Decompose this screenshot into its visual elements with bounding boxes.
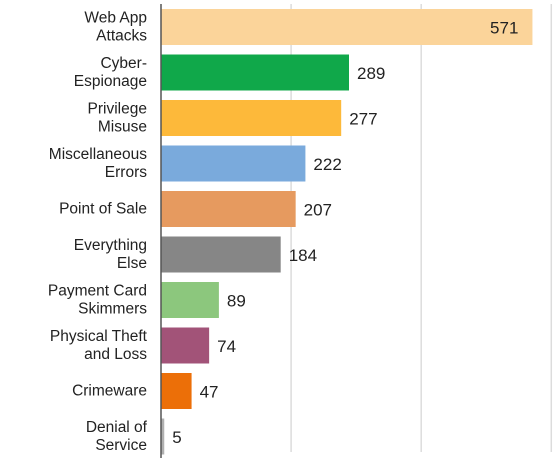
category-label-line: Misuse (98, 119, 147, 136)
value-label-8: 47 (200, 383, 219, 402)
category-label-line: Else (117, 255, 147, 272)
category-label-line: Espionage (74, 73, 147, 90)
value-label-7: 74 (217, 337, 236, 356)
value-label-6: 89 (227, 292, 246, 311)
bar-7 (161, 327, 210, 364)
bar-8 (161, 373, 192, 409)
category-label-3: Miscellaneous Errors (49, 146, 147, 181)
category-label-1: Cyber-Espionage (74, 55, 147, 90)
category-label-line: Web App (84, 10, 147, 27)
category-label-9: Denial of Service (86, 419, 148, 454)
bar-5 (161, 236, 281, 273)
category-label-line: Everything (74, 237, 147, 254)
category-label-line: Denial of (86, 419, 148, 436)
value-label-9: 5 (172, 428, 181, 447)
value-label-1: 289 (357, 64, 385, 83)
category-label-8: Crimeware (72, 383, 147, 400)
category-label-line: and Loss (84, 346, 147, 363)
category-label-line: Errors (105, 164, 147, 181)
category-label-line: Payment Card (48, 283, 147, 300)
value-label-2: 277 (349, 110, 377, 129)
value-label-5: 184 (289, 246, 317, 265)
bar-4 (161, 191, 296, 227)
category-label-line: Crimeware (72, 383, 147, 400)
category-label-5: Everything Else (74, 237, 147, 272)
bar-0 (161, 9, 533, 45)
value-label-0: 571 (490, 19, 518, 38)
category-label-line: Privilege (88, 101, 147, 118)
category-label-line: Point of Sale (59, 201, 147, 218)
bar-9 (161, 418, 165, 455)
category-label-line: Physical Theft (50, 328, 148, 345)
category-label-0: Web App Attacks (84, 10, 147, 45)
category-label-line: Service (95, 437, 147, 454)
category-label-4: Point of Sale (59, 201, 147, 218)
bar-3 (161, 145, 306, 182)
category-label-line: Skimmers (78, 301, 147, 318)
category-label-line: Miscellaneous (49, 146, 147, 163)
bar-6 (161, 282, 219, 318)
value-label-3: 222 (313, 155, 341, 174)
bar-2 (161, 100, 342, 136)
bar-1 (161, 54, 349, 91)
category-label-7: Physical Theft and Loss (50, 328, 148, 363)
value-label-4: 207 (304, 201, 332, 220)
value-labels: 571 289 277 222 207 184 89 74 47 5 (172, 19, 518, 448)
category-label-line: Attacks (96, 28, 147, 45)
category-label-line: Cyber- (100, 55, 147, 72)
bars (161, 9, 533, 455)
category-label-6: Payment Card Skimmers (48, 283, 147, 318)
category-label-2: Privilege Misuse (88, 101, 147, 136)
